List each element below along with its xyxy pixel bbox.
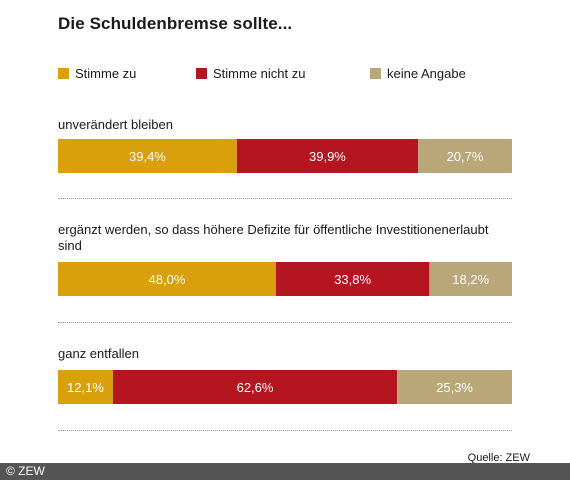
category-label-2: ergänzt werden, so dass höhere Defizite … xyxy=(58,222,489,253)
data-label-2-stimme-nicht-zu: 33,8% xyxy=(334,272,371,287)
data-label-2-stimme-zu: 48,0% xyxy=(149,272,186,287)
data-label-1-stimme-zu: 39,4% xyxy=(129,149,166,164)
category-label-3: ganz entfallen xyxy=(58,346,139,361)
legend-item-stimme-nicht-zu: Stimme nicht zu xyxy=(196,66,305,81)
legend-item-keine-angabe: keine Angabe xyxy=(370,66,466,81)
source-note: Quelle: ZEW xyxy=(467,452,530,464)
category-label-1: unverändert bleiben xyxy=(58,117,173,132)
bar-segment-2-keine-angabe xyxy=(429,262,512,296)
data-label-1-keine-angabe: 20,7% xyxy=(447,149,484,164)
data-label-1-stimme-nicht-zu: 39,9% xyxy=(309,149,346,164)
data-label-3-stimme-nicht-zu: 62,6% xyxy=(237,380,274,395)
bar-segment-2-stimme-zu xyxy=(58,262,276,296)
legend-label-keine-angabe: keine Angabe xyxy=(387,66,466,81)
bar-segment-3-keine-angabe xyxy=(397,370,512,404)
copyright-text: © ZEW xyxy=(6,464,45,478)
legend: Stimme zu Stimme nicht zu keine Angabe xyxy=(58,66,528,86)
divider-3 xyxy=(58,430,512,431)
divider-2 xyxy=(58,322,512,323)
bar-segment-1-keine-angabe xyxy=(418,139,512,173)
bar-segment-3-stimme-nicht-zu xyxy=(112,370,398,404)
data-label-3-keine-angabe: 25,3% xyxy=(436,380,473,395)
legend-label-stimme-zu: Stimme zu xyxy=(75,66,137,81)
data-label-2-keine-angabe: 18,2% xyxy=(452,272,489,287)
bar-segment-1-stimme-zu xyxy=(58,139,237,173)
legend-swatch-keine-angabe xyxy=(370,68,381,79)
data-label-3-stimme-zu: 12,1% xyxy=(67,380,104,395)
legend-label-stimme-nicht-zu: Stimme nicht zu xyxy=(213,66,306,81)
legend-item-stimme-zu: Stimme zu xyxy=(58,66,136,81)
bar-segment-3-stimme-zu xyxy=(58,370,113,404)
bar-segment-2-stimme-nicht-zu xyxy=(275,262,430,296)
footer-bar: © ZEW xyxy=(0,463,570,480)
chart-title: Die Schuldenbremse sollte... xyxy=(58,14,293,33)
legend-swatch-stimme-zu xyxy=(58,68,69,79)
bar-segment-1-stimme-nicht-zu xyxy=(236,139,419,173)
divider-1 xyxy=(58,198,512,199)
legend-swatch-stimme-nicht-zu xyxy=(196,68,207,79)
